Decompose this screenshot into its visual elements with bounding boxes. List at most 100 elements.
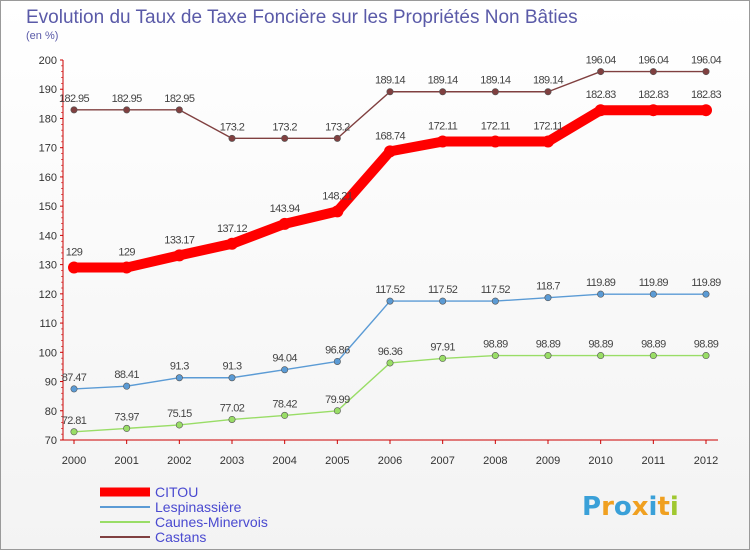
data-point bbox=[175, 106, 183, 114]
x-tick-label: 2003 bbox=[220, 455, 244, 467]
y-tick-label: 110 bbox=[39, 318, 57, 330]
logo-letter: i bbox=[649, 492, 658, 522]
data-point bbox=[489, 135, 502, 148]
series-layer bbox=[68, 68, 712, 436]
y-tick-label: 190 bbox=[39, 84, 57, 96]
data-label: 143.94 bbox=[270, 203, 301, 215]
logo-letter: x bbox=[632, 492, 649, 522]
data-point bbox=[542, 135, 554, 148]
data-point bbox=[120, 261, 133, 274]
chart-title: Evolution du Taux de Taxe Foncière sur l… bbox=[26, 7, 578, 28]
data-label: 117.52 bbox=[375, 284, 405, 296]
data-point bbox=[647, 104, 660, 117]
data-point bbox=[123, 382, 131, 390]
logo-letter: P bbox=[582, 492, 601, 522]
y-tick-label: 160 bbox=[39, 172, 57, 184]
x-tick-label: 2000 bbox=[62, 455, 86, 467]
data-label: 94.04 bbox=[272, 353, 297, 365]
legend-label: Caunes-Minervois bbox=[155, 514, 268, 530]
logo-text: Proxiti bbox=[582, 492, 679, 522]
data-label: 117.52 bbox=[481, 284, 511, 296]
y-tick-label: 70 bbox=[45, 435, 57, 447]
legend: CITOULespinassièreCaunes-MinervoisCastan… bbox=[100, 484, 268, 545]
x-tick-label: 2009 bbox=[536, 455, 560, 467]
y-tick-label: 180 bbox=[39, 113, 57, 125]
data-label: 97.91 bbox=[430, 341, 455, 353]
data-point bbox=[597, 290, 605, 298]
data-label: 98.89 bbox=[694, 339, 719, 351]
data-point bbox=[278, 217, 291, 230]
data-label: 182.83 bbox=[691, 89, 722, 101]
data-label: 78.42 bbox=[272, 398, 297, 410]
data-label: 168.74 bbox=[375, 130, 406, 142]
logo-letter: o bbox=[614, 492, 632, 522]
y-tick-label: 100 bbox=[39, 347, 57, 359]
data-point bbox=[491, 352, 499, 360]
data-point bbox=[70, 385, 78, 393]
data-label: 148.21 bbox=[322, 190, 353, 202]
data-label: 119.89 bbox=[691, 277, 721, 289]
data-label: 137.12 bbox=[217, 223, 248, 235]
x-tick-label: 2007 bbox=[430, 455, 454, 467]
data-point bbox=[649, 290, 657, 298]
data-point bbox=[544, 294, 552, 302]
data-point bbox=[228, 134, 236, 142]
legend-item: Caunes-Minervois bbox=[100, 514, 268, 530]
data-label: 189.14 bbox=[375, 75, 406, 87]
data-label: 79.99 bbox=[325, 394, 350, 406]
data-label: 98.89 bbox=[536, 339, 561, 351]
y-tick-label: 130 bbox=[39, 260, 57, 272]
data-point bbox=[228, 374, 236, 382]
data-point bbox=[281, 134, 289, 142]
data-label: 173.2 bbox=[220, 121, 245, 133]
data-point bbox=[175, 421, 183, 429]
data-label: 91.3 bbox=[170, 361, 189, 373]
data-point bbox=[70, 428, 78, 436]
data-label: 87.47 bbox=[62, 372, 87, 384]
data-point bbox=[544, 352, 552, 360]
data-label: 98.89 bbox=[483, 339, 508, 351]
legend-label: Castans bbox=[155, 529, 206, 545]
data-label: 173.2 bbox=[272, 121, 297, 133]
data-point bbox=[281, 366, 289, 374]
y-tick-label: 90 bbox=[45, 377, 57, 389]
data-point bbox=[386, 88, 394, 96]
data-point bbox=[594, 104, 607, 117]
data-point bbox=[597, 352, 605, 360]
data-point bbox=[702, 68, 710, 76]
data-label: 182.95 bbox=[59, 93, 90, 105]
legend-item: Castans bbox=[100, 529, 206, 545]
y-tick-label: 150 bbox=[39, 201, 57, 213]
y-tick-label: 120 bbox=[39, 289, 57, 301]
y-tick-label: 170 bbox=[39, 143, 57, 155]
x-tick-label: 2012 bbox=[694, 455, 718, 467]
data-label: 133.17 bbox=[164, 234, 195, 246]
data-point bbox=[384, 145, 396, 158]
x-tick-label: 2004 bbox=[272, 455, 296, 467]
data-label: 119.89 bbox=[586, 277, 616, 289]
legend-label: CITOU bbox=[155, 484, 198, 500]
x-tick-label: 2010 bbox=[588, 455, 612, 467]
data-point bbox=[439, 354, 447, 362]
data-label: 91.3 bbox=[222, 361, 241, 373]
data-label: 182.95 bbox=[112, 93, 143, 105]
data-label: 173.2 bbox=[325, 121, 350, 133]
data-label: 172.11 bbox=[533, 121, 563, 133]
data-label: 189.14 bbox=[428, 75, 459, 87]
proxiti-logo: Proxiti bbox=[582, 492, 679, 522]
data-label: 182.83 bbox=[638, 89, 669, 101]
data-point bbox=[226, 237, 238, 250]
data-label: 129 bbox=[118, 247, 135, 259]
y-tick-label: 140 bbox=[39, 230, 57, 242]
data-point bbox=[649, 68, 657, 76]
data-label: 182.83 bbox=[586, 89, 617, 101]
data-point bbox=[544, 88, 552, 96]
legend-item: Lespinassière bbox=[100, 499, 242, 515]
data-point bbox=[175, 374, 183, 382]
data-point bbox=[68, 261, 80, 274]
data-label: 75.15 bbox=[167, 408, 192, 420]
data-point bbox=[702, 352, 710, 360]
x-ticks: 2000 2001 2002 2003 2004 2005 2006 2007 2008 2009… bbox=[62, 440, 718, 467]
